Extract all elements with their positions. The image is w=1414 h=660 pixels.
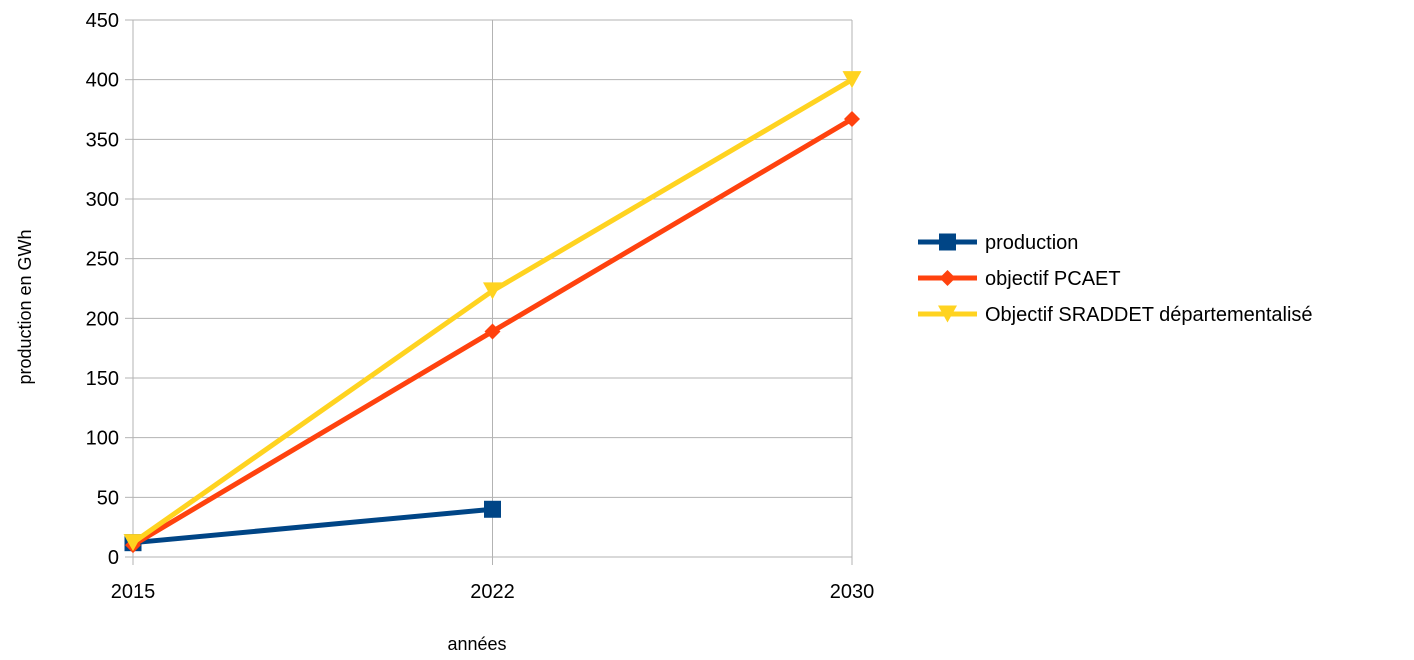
data-point [484,323,501,340]
y-tick-label: 200 [86,308,119,330]
y-tick-label: 50 [97,487,119,509]
data-point [483,282,502,300]
x-tick-label: 2015 [111,581,156,603]
y-tick-label: 450 [86,10,119,32]
y-axis-title: production en GWh [15,229,35,384]
data-point [123,534,143,552]
legend: production objectif PCAET Objectif SRADDET… [918,232,1313,326]
y-tick-label: 150 [86,368,119,390]
axes: 0 50 100 150 200 250 300 350 400 450 2015 2022 2030 [86,10,875,603]
y-tick-label: 100 [86,428,119,450]
series-line [130,506,495,546]
x-axis-title: années [447,634,506,654]
legend-swatch-marker [939,233,956,251]
x-tick-label: 2030 [830,581,875,603]
y-tick-label: 350 [86,129,119,151]
legend-swatch-marker [939,270,956,286]
x-tick-label: 2022 [470,581,515,603]
series-lines [123,71,862,554]
data-point [844,111,860,128]
y-tick-label: 0 [108,547,119,569]
legend-label: objectif PCAET [985,268,1121,290]
y-tick-label: 300 [86,189,119,211]
legend-swatch-marker [938,305,957,323]
y-tick-label: 250 [86,249,119,271]
legend-label: production [985,232,1078,254]
data-point [484,500,501,518]
y-tick-label: 400 [86,70,119,92]
data-point [842,71,862,89]
legend-label: Objectif SRADDET départementalisé [985,304,1313,326]
